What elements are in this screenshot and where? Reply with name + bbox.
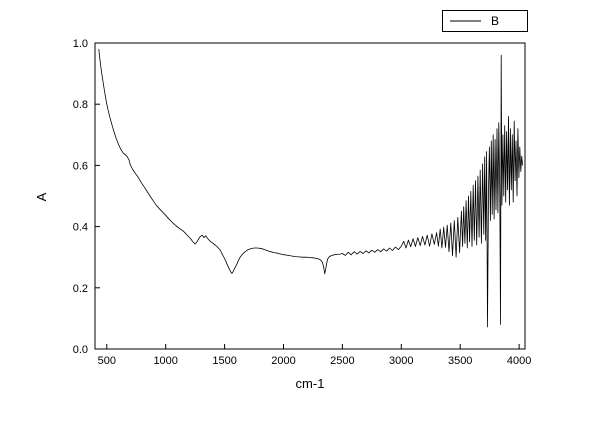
y-tick-label: 0.2 <box>73 283 88 295</box>
x-tick-label: 3000 <box>389 355 413 367</box>
y-tick-label: 0.0 <box>73 344 88 356</box>
x-tick-label: 2000 <box>271 355 295 367</box>
x-axis-ticks: 500 1000 1500 2000 2500 3000 3500 4000 <box>98 344 531 367</box>
legend: B <box>442 10 528 32</box>
x-tick-label: 3500 <box>448 355 472 367</box>
x-axis-label: cm-1 <box>296 376 325 391</box>
x-tick-label: 500 <box>98 355 116 367</box>
x-tick-label: 1000 <box>153 355 177 367</box>
x-tick-label: 2500 <box>330 355 354 367</box>
y-tick-label: 0.4 <box>73 222 88 234</box>
spectrum-line-B <box>98 49 523 328</box>
y-axis-ticks: 0.0 0.2 0.4 0.6 0.8 1.0 <box>73 38 100 356</box>
legend-label: B <box>491 14 499 28</box>
x-tick-label: 1500 <box>212 355 236 367</box>
y-axis-label: A <box>34 192 49 201</box>
y-tick-label: 0.6 <box>73 160 88 172</box>
y-tick-label: 1.0 <box>73 38 88 50</box>
x-tick-label: 4000 <box>507 355 531 367</box>
y-tick-label: 0.8 <box>73 99 88 111</box>
plot-area <box>94 42 526 350</box>
legend-box <box>442 10 528 32</box>
